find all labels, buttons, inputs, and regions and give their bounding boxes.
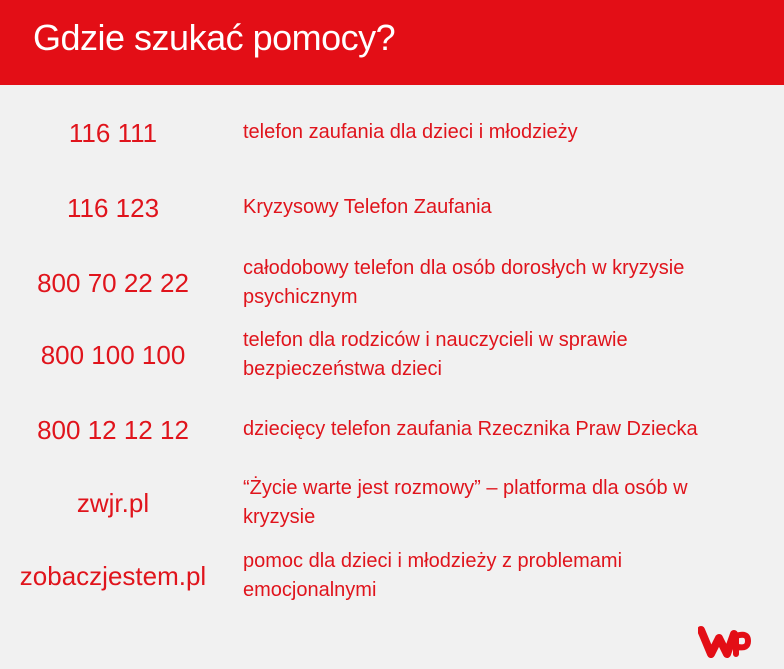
entry-number: 116 123 [66, 192, 160, 223]
entry-description: dziecięcy telefon zaufania Rzecznika Pra… [243, 418, 698, 440]
entry-number: zwjr.pl [76, 487, 150, 518]
entry-number: 800 100 100 [40, 339, 186, 370]
entry-description: telefon zaufania dla dzieci i młodzieży [243, 121, 578, 143]
help-entry: 800 100 100 telefon dla rodziców i naucz… [0, 326, 784, 384]
entry-number: 800 12 12 12 [37, 414, 189, 445]
entry-description: “Życie warte jest rozmowy” – platforma d… [243, 477, 688, 528]
entry-description: całodobowy telefon dla osób dorosłych w … [243, 257, 685, 308]
entry-description: pomoc dla dzieci i młodzieży z problemam… [243, 550, 623, 601]
entry-number: zobaczjestem.pl [19, 560, 207, 591]
help-entry: zobaczjestem.pl pomoc dla dzieci i młodz… [0, 547, 784, 605]
help-entry: 800 70 22 22 całodobowy telefon dla osób… [0, 254, 784, 312]
entry-description: Kryzysowy Telefon Zaufania [243, 196, 492, 218]
header-banner: Gdzie szukać pomocy? [0, 0, 784, 85]
help-entry: zwjr.pl “Życie warte jest rozmowy” – pla… [0, 474, 784, 532]
help-entry: 116 123 Kryzysowy Telefon Zaufania [0, 193, 784, 223]
page-title: Gdzie szukać pomocy? [33, 17, 396, 58]
wp-logo [698, 626, 751, 658]
entry-number: 800 70 22 22 [37, 267, 189, 298]
entry-description: telefon dla rodziców i nauczycieli w spr… [243, 329, 628, 380]
help-entry: 800 12 12 12 dziecięcy telefon zaufania … [0, 415, 784, 445]
help-entry: 116 111 telefon zaufania dla dzieci i mł… [0, 118, 784, 148]
entry-number: 116 111 [68, 117, 158, 148]
